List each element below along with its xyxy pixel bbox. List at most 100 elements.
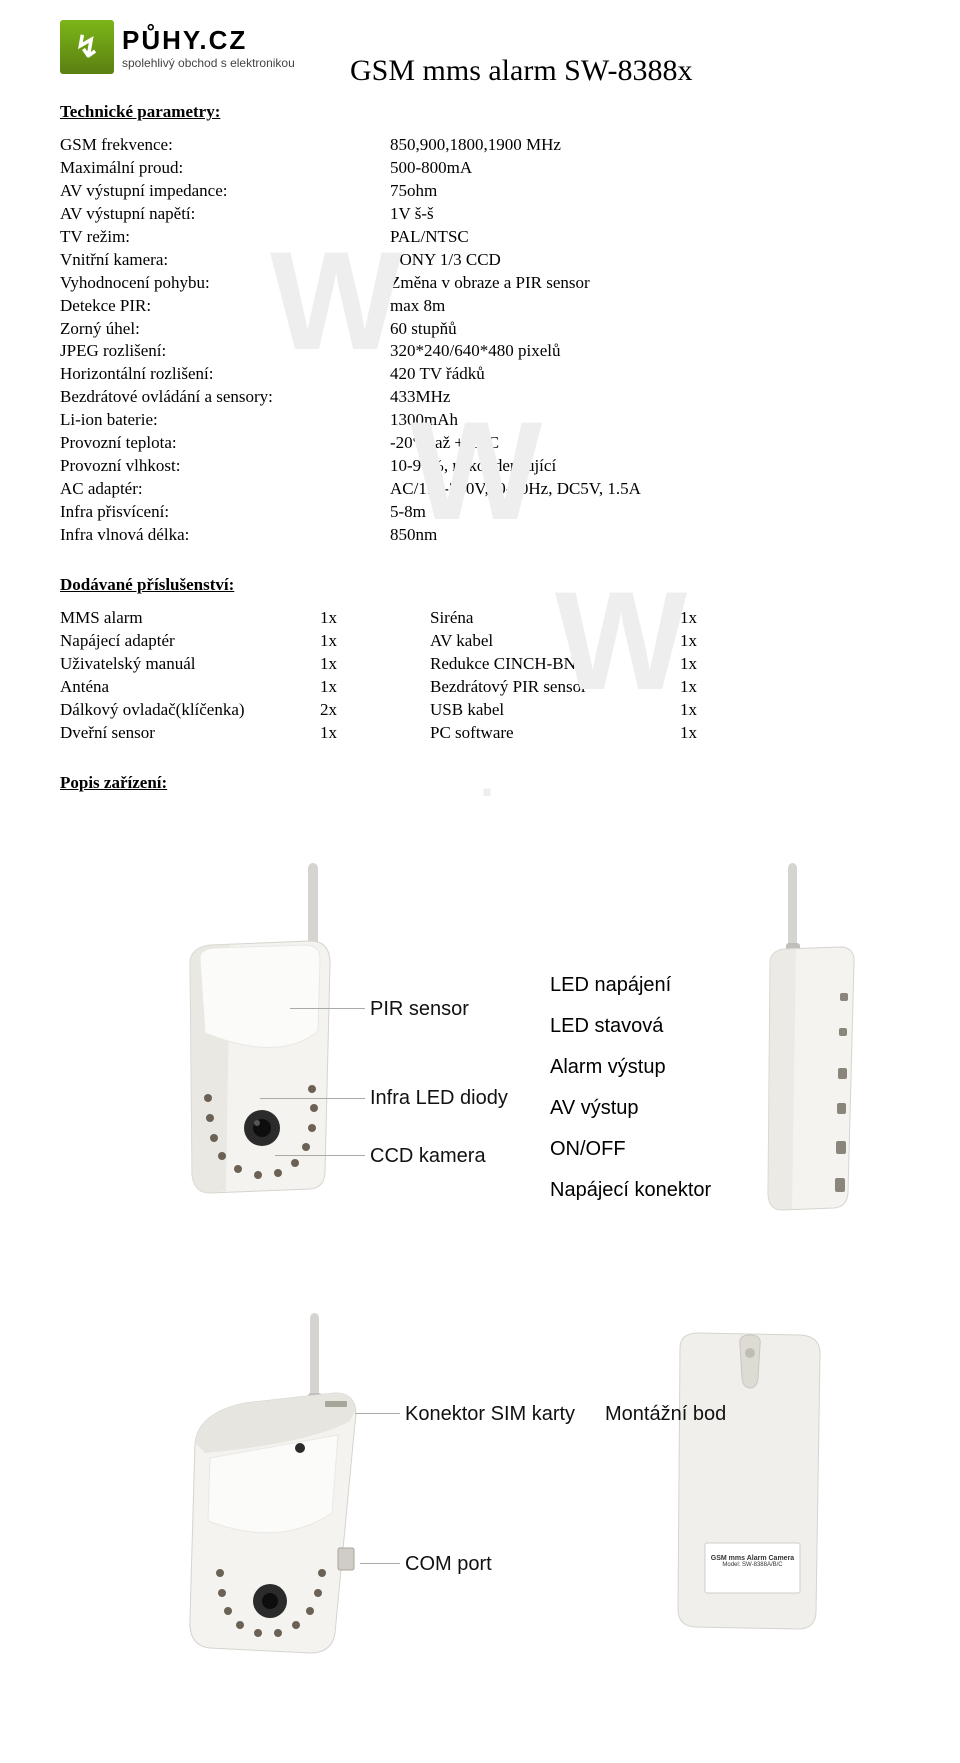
spec-value: 420 TV řádků xyxy=(390,363,485,386)
spec-label: Provozní vlhkost: xyxy=(60,455,390,478)
spec-row: Infra vlnová délka:850nm xyxy=(60,524,900,547)
device-top-sim xyxy=(150,1313,390,1673)
spec-value: 10-90%, nekondenzující xyxy=(390,455,556,478)
spec-value: 75ohm xyxy=(390,180,437,203)
spec-label: Bezdrátové ovládání a sensory: xyxy=(60,386,390,409)
spec-label: Infra vlnová délka: xyxy=(60,524,390,547)
spec-value: AC/110-240V,50-60Hz, DC5V, 1.5A xyxy=(390,478,641,501)
spec-label: JPEG rozlišení: xyxy=(60,340,390,363)
label-mount-point: Montážní bod xyxy=(605,1403,726,1426)
accessory-label: Dveřní sensor xyxy=(60,722,320,745)
spec-label: Detekce PIR: xyxy=(60,295,390,318)
accessories-table: MMS alarmNapájecí adaptérUživatelský man… xyxy=(60,607,900,745)
accessory-qty: 1x xyxy=(680,607,720,630)
spec-label: Maximální proud: xyxy=(60,157,390,180)
spec-row: Bezdrátové ovládání a sensory:433MHz xyxy=(60,386,900,409)
label-ccd-kamera: CCD kamera xyxy=(370,1145,486,1168)
spec-value: 320*240/640*480 pixelů xyxy=(390,340,560,363)
callout-line xyxy=(360,1563,400,1564)
spec-value: 60 stupňů xyxy=(390,318,457,341)
callout-line xyxy=(275,1155,365,1156)
spec-label: GSM frekvence: xyxy=(60,134,390,157)
callout-line xyxy=(355,1413,400,1414)
side-labels: LED napájení LED stavová Alarm výstup AV… xyxy=(550,965,711,1211)
spec-row: Zorný úhel:60 stupňů xyxy=(60,318,900,341)
device-back xyxy=(650,1323,850,1643)
spec-label: Vyhodnocení pohybu: xyxy=(60,272,390,295)
spec-label: AV výstupní impedance: xyxy=(60,180,390,203)
accessory-label: Dálkový ovladač(klíčenka) xyxy=(60,699,320,722)
spec-value: 1V š-š xyxy=(390,203,434,226)
accessory-qty: 1x xyxy=(680,722,720,745)
spec-label: AC adaptér: xyxy=(60,478,390,501)
label-av-out: AV výstup xyxy=(550,1088,711,1129)
spec-value: 1300mAh xyxy=(390,409,458,432)
label-led-power: LED napájení xyxy=(550,965,711,1006)
logo-icon: ↯ xyxy=(60,20,114,74)
accessory-qty: 1x xyxy=(680,676,720,699)
accessory-label: Anténa xyxy=(60,676,320,699)
accessory-label: Uživatelský manuál xyxy=(60,653,320,676)
accessory-qty: 1x xyxy=(680,653,720,676)
label-alarm-out: Alarm výstup xyxy=(550,1047,711,1088)
accessory-label: AV kabel xyxy=(430,630,680,653)
spec-label: AV výstupní napětí: xyxy=(60,203,390,226)
spec-row: AV výstupní napětí:1V š-š xyxy=(60,203,900,226)
spec-row: Vnitřní kamera:SONY 1/3 CCD xyxy=(60,249,900,272)
label-power-conn: Napájecí konektor xyxy=(550,1170,711,1211)
spec-row: AV výstupní impedance:75ohm xyxy=(60,180,900,203)
spec-label: Infra přisvícení: xyxy=(60,501,390,524)
label-com-port: COM port xyxy=(405,1553,492,1576)
spec-value: Změna v obraze a PIR sensor xyxy=(390,272,590,295)
spec-row: GSM frekvence:850,900,1800,1900 MHz xyxy=(60,134,900,157)
spec-value: 500-800mA xyxy=(390,157,472,180)
accessory-qty: 1x xyxy=(680,630,720,653)
spec-row: Infra přisvícení:5-8m xyxy=(60,501,900,524)
spec-value: 433MHz xyxy=(390,386,450,409)
accessory-qty: 1x xyxy=(320,676,430,699)
accessory-qty: 1x xyxy=(320,722,430,745)
spec-label: TV režim: xyxy=(60,226,390,249)
accessory-qty: 1x xyxy=(320,630,430,653)
accessory-qty: 1x xyxy=(320,607,430,630)
spec-value: 850nm xyxy=(390,524,437,547)
spec-value: SONY 1/3 CCD xyxy=(390,249,501,272)
callout-line xyxy=(260,1098,365,1099)
accessory-label: Siréna xyxy=(430,607,680,630)
accessory-label: Redukce CINCH-BNC xyxy=(430,653,680,676)
device-side-right xyxy=(740,863,880,1223)
page-title: GSM mms alarm SW-8388x xyxy=(350,54,693,88)
accessory-label: Bezdrátový PIR sensor xyxy=(430,676,680,699)
accessory-label: Napájecí adaptér xyxy=(60,630,320,653)
spec-label: Li-ion baterie: xyxy=(60,409,390,432)
spec-row: Provozní vlhkost:10-90%, nekondenzující xyxy=(60,455,900,478)
accessory-label: PC software xyxy=(430,722,680,745)
spec-table: GSM frekvence:850,900,1800,1900 MHzMaxim… xyxy=(60,134,900,547)
label-onoff: ON/OFF xyxy=(550,1129,711,1170)
spec-row: Provozní teplota:-20°C až +55°C xyxy=(60,432,900,455)
section-accessories-title: Dodávané příslušenství: xyxy=(60,575,900,595)
accessory-qty: 1x xyxy=(320,653,430,676)
spec-label: Vnitřní kamera: xyxy=(60,249,390,272)
section-spec-title: Technické parametry: xyxy=(60,102,900,122)
spec-value: 850,900,1800,1900 MHz xyxy=(390,134,561,157)
accessory-qty: 1x xyxy=(680,699,720,722)
device-figures: PIR sensor Infra LED diody CCD kamera xyxy=(60,823,900,1723)
section-desc-title: Popis zařízení: xyxy=(60,773,900,793)
spec-value: max 8m xyxy=(390,295,445,318)
accessory-qty: 2x xyxy=(320,699,430,722)
spec-row: Maximální proud:500-800mA xyxy=(60,157,900,180)
spec-row: Li-ion baterie:1300mAh xyxy=(60,409,900,432)
spec-row: Detekce PIR:max 8m xyxy=(60,295,900,318)
spec-row: JPEG rozlišení:320*240/640*480 pixelů xyxy=(60,340,900,363)
spec-value: 5-8m xyxy=(390,501,426,524)
accessory-label: MMS alarm xyxy=(60,607,320,630)
callout-line xyxy=(290,1008,365,1009)
label-sim-slot: Konektor SIM karty xyxy=(405,1403,575,1426)
spec-row: Vyhodnocení pohybu:Změna v obraze a PIR … xyxy=(60,272,900,295)
spec-row: Horizontální rozlišení:420 TV řádků xyxy=(60,363,900,386)
spec-value: PAL/NTSC xyxy=(390,226,469,249)
spec-label: Zorný úhel: xyxy=(60,318,390,341)
spec-row: TV režim:PAL/NTSC xyxy=(60,226,900,249)
accessory-label: USB kabel xyxy=(430,699,680,722)
